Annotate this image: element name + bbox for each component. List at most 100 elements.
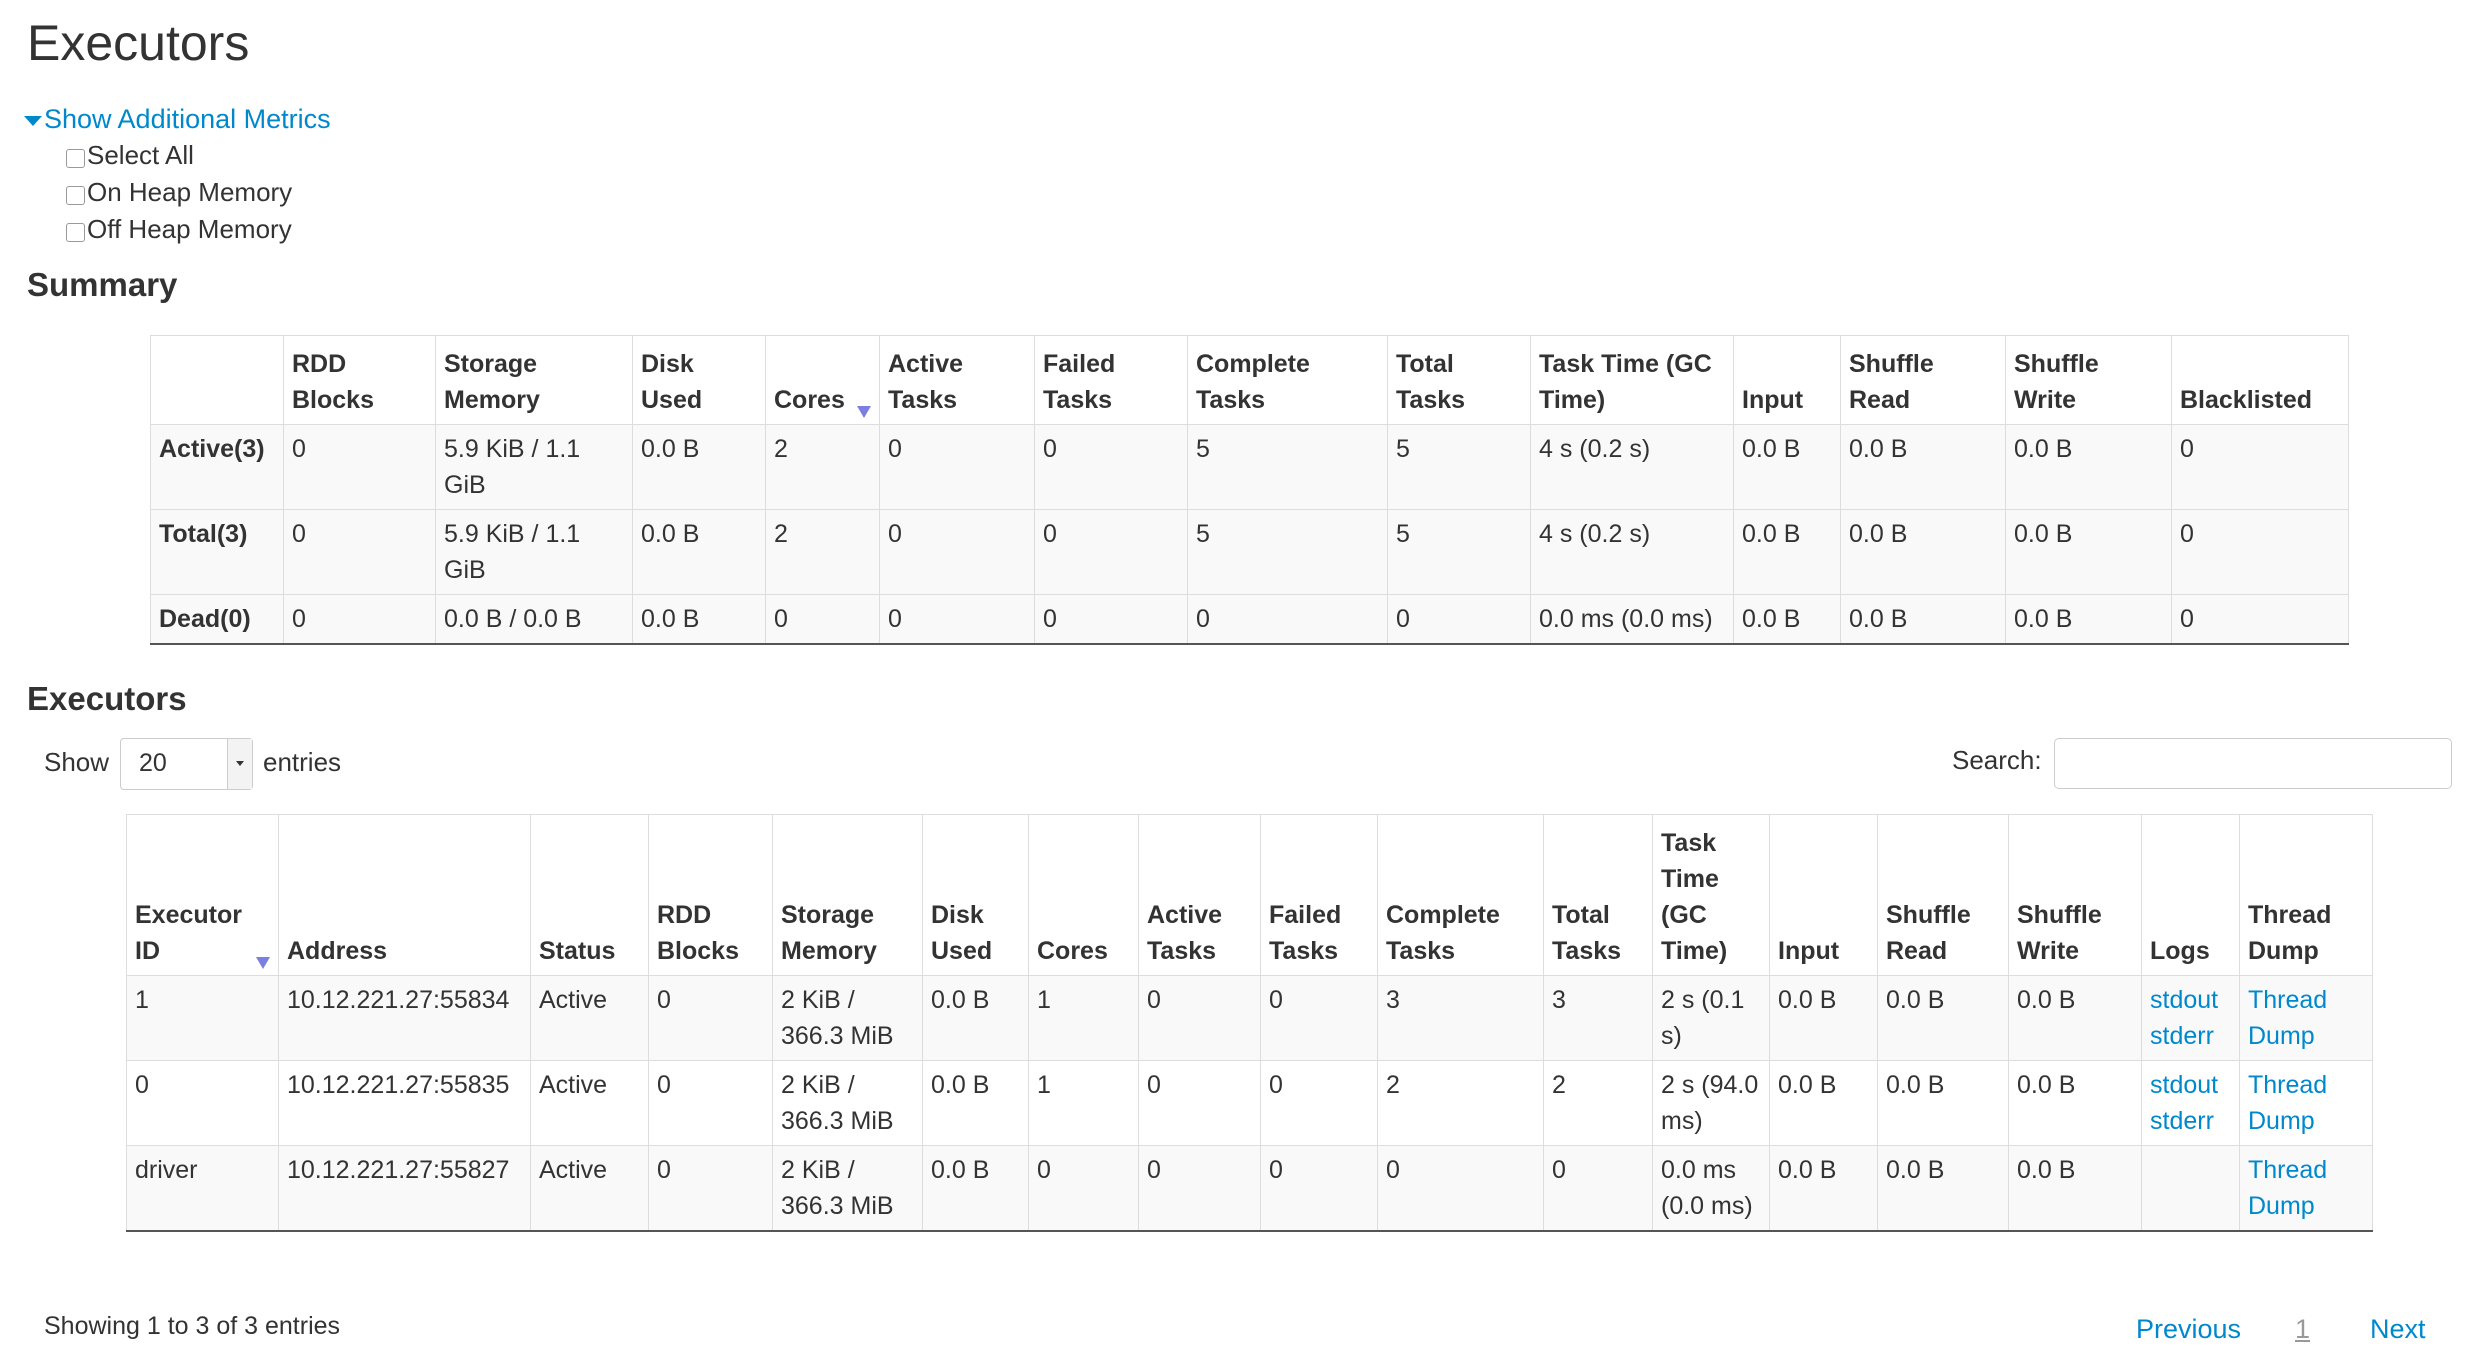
stdout-link[interactable]: stdout [2150,1071,2219,1099]
cell: 2 [765,509,880,595]
column-header-blank[interactable] [150,335,284,425]
chevron-down-icon [236,761,244,766]
checkbox-label: On Heap Memory [87,177,293,207]
logs-cell: stdout stderr [2141,975,2240,1061]
executors-heading: Executors [27,680,187,717]
column-label: Shuffle Read [1886,901,1971,965]
cell: 0 [1034,509,1188,595]
column-label: Failed Tasks [1269,901,1342,965]
row-label: Total(3) [150,509,284,595]
column-label: Storage Memory [444,350,540,414]
cell: 0.0 B [1840,594,2006,645]
stderr-link[interactable]: stderr [2150,1022,2214,1050]
thread-dump-link[interactable]: Thread Dump [2248,1156,2328,1220]
sort-desc-icon [857,406,871,418]
column-header-rdd-blocks[interactable]: RDD Blocks [648,814,773,976]
column-header-total-tasks[interactable]: Total Tasks [1387,335,1531,425]
previous-page-button[interactable]: Previous [2136,1314,2242,1344]
column-header-status[interactable]: Status [530,814,649,976]
column-label: Disk Used [641,350,703,414]
cell: 0.0 B [2008,1145,2142,1232]
column-header-shuffle-read[interactable]: Shuffle Read [1877,814,2009,976]
checkbox-icon[interactable] [66,149,85,168]
column-header-disk-used[interactable]: Disk Used [632,335,766,425]
table-row: 1 10.12.221.27:55834 Active 0 2 KiB / 366.3 … [126,975,2373,1061]
cell: Active [530,1060,649,1146]
column-header-active-tasks[interactable]: Active Tasks [879,335,1035,425]
show-additional-metrics-toggle[interactable]: Show Additional Metrics [24,104,331,135]
column-header-cores[interactable]: Cores [765,335,880,425]
stdout-link[interactable]: stdout [2150,986,2219,1014]
cell: 1 [126,975,279,1061]
cell: 0.0 B [1877,1060,2009,1146]
column-header-total-tasks[interactable]: Total Tasks [1543,814,1653,976]
thread-dump-link[interactable]: Thread Dump [2248,986,2328,1050]
checkbox-icon[interactable] [66,186,85,205]
column-header-task-time-gc-time[interactable]: Task Time (GC Time) [1530,335,1734,425]
cell: 0.0 B [1733,424,1841,510]
cell: 2 [1543,1060,1653,1146]
column-label: Address [287,937,388,965]
column-header-thread-dump[interactable]: Thread Dump [2239,814,2373,976]
dropdown-button[interactable] [227,739,252,789]
cell: 0 [1138,1060,1261,1146]
cell: 0 [1138,975,1261,1061]
column-header-complete-tasks[interactable]: Complete Tasks [1187,335,1388,425]
column-header-executor-id[interactable]: Executor ID [126,814,279,976]
column-header-input[interactable]: Input [1769,814,1878,976]
column-header-shuffle-write[interactable]: Shuffle Write [2008,814,2142,976]
column-header-blacklisted[interactable]: Blacklisted [2171,335,2349,425]
column-header-address[interactable]: Address [278,814,531,976]
column-label: Storage Memory [781,901,877,965]
column-header-disk-used[interactable]: Disk Used [922,814,1029,976]
row-label: Dead(0) [150,594,284,645]
next-page-button[interactable]: Next [2370,1314,2426,1344]
entries-per-page-select[interactable]: 20 [120,738,253,790]
thread-dump-link[interactable]: Thread Dump [2248,1071,2328,1135]
column-header-storage-memory[interactable]: Storage Memory [772,814,923,976]
column-label: Shuffle Read [1849,350,1934,414]
on-heap-memory-checkbox[interactable]: On Heap Memory [66,177,292,208]
column-header-failed-tasks[interactable]: Failed Tasks [1260,814,1378,976]
column-header-task-time-gc-time[interactable]: Task Time (GC Time) [1652,814,1770,976]
summary-heading: Summary [27,266,178,303]
off-heap-memory-checkbox[interactable]: Off Heap Memory [66,214,292,245]
checkbox-icon[interactable] [66,223,85,242]
cell: 0.0 B [632,424,766,510]
cell: 0.0 ms (0.0 ms) [1530,594,1734,645]
stderr-link[interactable]: stderr [2150,1107,2214,1135]
cell: 0.0 B [2008,1060,2142,1146]
column-header-logs[interactable]: Logs [2141,814,2240,976]
cell: 0 [648,1060,773,1146]
cell: 0 [2171,594,2349,645]
page-title: Executors [27,15,250,71]
cell: 5 [1187,509,1388,595]
cell: 0 [1028,1145,1139,1232]
cell: 5 [1387,424,1531,510]
cell: 0 [1034,594,1188,645]
select-all-checkbox[interactable]: Select All [66,140,194,171]
column-header-active-tasks[interactable]: Active Tasks [1138,814,1261,976]
column-header-shuffle-write[interactable]: Shuffle Write [2005,335,2172,425]
cell: 0.0 B [922,1145,1029,1232]
column-label: Executor ID [135,901,242,965]
cell: 0 [648,1145,773,1232]
cell: 0 [1138,1145,1261,1232]
toggle-label: Show Additional Metrics [44,104,331,134]
column-header-shuffle-read[interactable]: Shuffle Read [1840,335,2006,425]
column-header-storage-memory[interactable]: Storage Memory [435,335,633,425]
column-header-cores[interactable]: Cores [1028,814,1139,976]
cell: 0 [1187,594,1388,645]
column-header-input[interactable]: Input [1733,335,1841,425]
column-header-failed-tasks[interactable]: Failed Tasks [1034,335,1188,425]
cell: 2 s (94.0 ms) [1652,1060,1770,1146]
cell: 5.9 KiB / 1.1 GiB [435,424,633,510]
search-input[interactable] [2054,738,2452,789]
column-header-rdd-blocks[interactable]: RDD Blocks [283,335,436,425]
cell: 0.0 B [1840,509,2006,595]
column-header-complete-tasks[interactable]: Complete Tasks [1377,814,1544,976]
page-1-button[interactable]: 1 [2295,1314,2311,1344]
column-label: Total Tasks [1552,901,1622,965]
cell: 0 [2171,424,2349,510]
